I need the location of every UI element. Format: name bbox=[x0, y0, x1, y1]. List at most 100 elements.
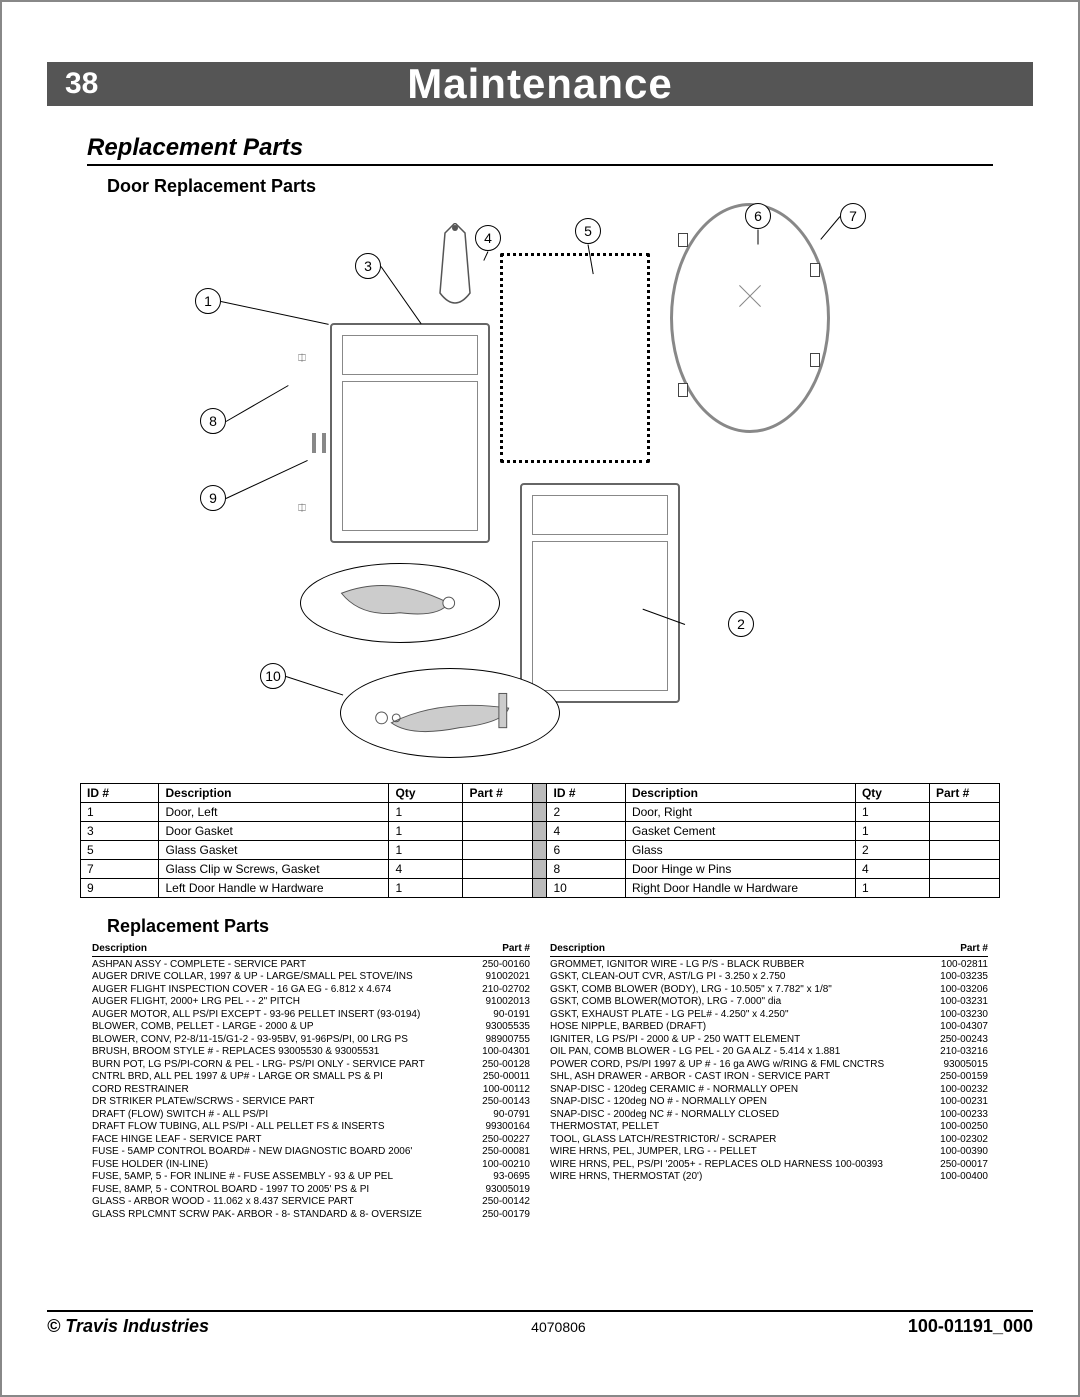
table-row: 3Door Gasket14Gasket Cement1 bbox=[81, 822, 1000, 841]
list-item: AUGER FLIGHT, 2000+ LRG PEL - - 2" PITCH… bbox=[92, 996, 530, 1009]
list-col-part: Part # bbox=[450, 943, 530, 956]
table-cell bbox=[463, 803, 533, 822]
callout-4: 4 bbox=[475, 225, 501, 251]
col-id: ID # bbox=[547, 784, 625, 803]
table-cell: 1 bbox=[389, 822, 463, 841]
list-part: 100-00112 bbox=[450, 1084, 530, 1097]
list-desc: BLOWER, CONV, P2-8/11-15/G1-2 - 93-95BV,… bbox=[92, 1034, 450, 1047]
list-item: GLASS - ARBOR WOOD - 11.062 x 8.437 SERV… bbox=[92, 1196, 530, 1209]
list-item: DRAFT (FLOW) SWITCH # - ALL PS/PI90-0791 bbox=[92, 1109, 530, 1122]
list-part: 250-00143 bbox=[450, 1096, 530, 1109]
right-handle bbox=[340, 668, 560, 758]
list-desc: CORD RESTRAINER bbox=[92, 1084, 450, 1097]
list-desc: POWER CORD, PS/PI 1997 & UP # - 16 ga AW… bbox=[550, 1059, 908, 1072]
list-item: FUSE - 5AMP CONTROL BOARD# - NEW DIAGNOS… bbox=[92, 1146, 530, 1159]
list-desc: WIRE HRNS, PEL, JUMPER, LRG - - PELLET bbox=[550, 1146, 908, 1159]
list-part: 100-00400 bbox=[908, 1171, 988, 1184]
list-item: GROMMET, IGNITOR WIRE - LG P/S - BLACK R… bbox=[550, 959, 988, 972]
table-cell: Door, Right bbox=[625, 803, 855, 822]
list-item: SNAP-DISC - 200deg NC # - NORMALLY CLOSE… bbox=[550, 1109, 988, 1122]
list-part: 100-03230 bbox=[908, 1009, 988, 1022]
list-part: 100-02811 bbox=[908, 959, 988, 972]
list-desc: FUSE, 8AMP, 5 - CONTROL BOARD - 1997 TO … bbox=[92, 1184, 450, 1197]
list-desc: AUGER FLIGHT, 2000+ LRG PEL - - 2" PITCH bbox=[92, 996, 450, 1009]
list-desc: CNTRL BRD, ALL PEL 1997 & UP# - LARGE OR… bbox=[92, 1071, 450, 1084]
list-desc: OIL PAN, COMB BLOWER - LG PEL - 20 GA AL… bbox=[550, 1046, 908, 1059]
list-part: 250-00128 bbox=[450, 1059, 530, 1072]
hinge-icon: ⎅ bbox=[298, 353, 306, 364]
subsection-door-parts: Door Replacement Parts bbox=[107, 176, 1033, 197]
list-part: 250-00179 bbox=[450, 1209, 530, 1222]
list-part: 100-00233 bbox=[908, 1109, 988, 1122]
table-cell: 1 bbox=[855, 879, 929, 898]
table-cell bbox=[930, 803, 1000, 822]
table-cell: Door Hinge w Pins bbox=[625, 860, 855, 879]
callout-2: 2 bbox=[728, 611, 754, 637]
list-item: THERMOSTAT, PELLET100-00250 bbox=[550, 1121, 988, 1134]
list-desc: WIRE HRNS, PEL, PS/PI '2005+ - REPLACES … bbox=[550, 1159, 908, 1172]
list-part: 100-00250 bbox=[908, 1121, 988, 1134]
list-part: 100-04301 bbox=[450, 1046, 530, 1059]
list-desc: TOOL, GLASS LATCH/RESTRICT0R/ - SCRAPER bbox=[550, 1134, 908, 1147]
parts-list-right: DescriptionPart # GROMMET, IGNITOR WIRE … bbox=[550, 943, 988, 1221]
list-desc: SNAP-DISC - 200deg NC # - NORMALLY CLOSE… bbox=[550, 1109, 908, 1122]
list-item: FUSE HOLDER (IN-LINE)100-00210 bbox=[92, 1159, 530, 1172]
table-cell: 1 bbox=[855, 803, 929, 822]
list-part: 100-02302 bbox=[908, 1134, 988, 1147]
list-desc: DRAFT (FLOW) SWITCH # - ALL PS/PI bbox=[92, 1109, 450, 1122]
list-part: 250-00142 bbox=[450, 1196, 530, 1209]
list-desc: HOSE NIPPLE, BARBED (DRAFT) bbox=[550, 1021, 908, 1034]
table-cell: Left Door Handle w Hardware bbox=[159, 879, 389, 898]
list-part: 90-0791 bbox=[450, 1109, 530, 1122]
table-cell: 2 bbox=[547, 803, 625, 822]
page-title: Maintenance bbox=[167, 60, 1033, 108]
list-desc: SNAP-DISC - 120deg NO # - NORMALLY OPEN bbox=[550, 1096, 908, 1109]
col-qty: Qty bbox=[389, 784, 463, 803]
list-item: BURN POT, LG PS/PI-CORN & PEL - LRG- PS/… bbox=[92, 1059, 530, 1072]
list-part: 250-00017 bbox=[908, 1159, 988, 1172]
callout-10: 10 bbox=[260, 663, 286, 689]
list-item: CORD RESTRAINER100-00112 bbox=[92, 1084, 530, 1097]
header-bar: 38 Maintenance bbox=[47, 62, 1033, 106]
list-part: 98900755 bbox=[450, 1034, 530, 1047]
table-cell: 8 bbox=[547, 860, 625, 879]
list-desc: SNAP-DISC - 120deg CERAMIC # - NORMALLY … bbox=[550, 1084, 908, 1097]
list-desc: FUSE, 5AMP, 5 - FOR INLINE # - FUSE ASSE… bbox=[92, 1171, 450, 1184]
list-part: 100-00231 bbox=[908, 1096, 988, 1109]
page-number: 38 bbox=[47, 67, 167, 101]
list-item: TOOL, GLASS LATCH/RESTRICT0R/ - SCRAPER1… bbox=[550, 1134, 988, 1147]
list-item: AUGER FLIGHT INSPECTION COVER - 16 GA EG… bbox=[92, 984, 530, 997]
door-parts-table: ID # Description Qty Part # ID # Descrip… bbox=[80, 783, 1000, 898]
list-desc: SHL, ASH DRAWER - ARBOR - CAST IRON - SE… bbox=[550, 1071, 908, 1084]
col-part: Part # bbox=[463, 784, 533, 803]
callout-8: 8 bbox=[200, 408, 226, 434]
page: 38 Maintenance Replacement Parts Door Re… bbox=[0, 0, 1080, 1397]
list-desc: FUSE - 5AMP CONTROL BOARD# - NEW DIAGNOS… bbox=[92, 1146, 450, 1159]
list-item: DRAFT FLOW TUBING, ALL PS/PI - ALL PELLE… bbox=[92, 1121, 530, 1134]
table-cell bbox=[930, 822, 1000, 841]
col-part: Part # bbox=[930, 784, 1000, 803]
table-cell: 7 bbox=[81, 860, 159, 879]
list-item: FACE HINGE LEAF - SERVICE PART250-00227 bbox=[92, 1134, 530, 1147]
exploded-diagram: ⎅ ⎅ 1 2 3 4 5 6 7 8 9 1 bbox=[130, 203, 950, 773]
table-cell: 1 bbox=[389, 841, 463, 860]
screw-icon bbox=[322, 433, 326, 453]
list-part: 91002021 bbox=[450, 971, 530, 984]
table-cell: Gasket Cement bbox=[625, 822, 855, 841]
list-part: 99300164 bbox=[450, 1121, 530, 1134]
table-cell: 2 bbox=[855, 841, 929, 860]
list-item: BLOWER, CONV, P2-8/11-15/G1-2 - 93-95BV,… bbox=[92, 1034, 530, 1047]
list-part: 100-03235 bbox=[908, 971, 988, 984]
table-row: 7Glass Clip w Screws, Gasket48Door Hinge… bbox=[81, 860, 1000, 879]
col-desc: Description bbox=[625, 784, 855, 803]
table-cell: Glass Clip w Screws, Gasket bbox=[159, 860, 389, 879]
list-part: 210-02702 bbox=[450, 984, 530, 997]
list-item: CNTRL BRD, ALL PEL 1997 & UP# - LARGE OR… bbox=[92, 1071, 530, 1084]
table-cell: 6 bbox=[547, 841, 625, 860]
list-desc: IGNITER, LG PS/PI - 2000 & UP - 250 WATT… bbox=[550, 1034, 908, 1047]
list-desc: GLASS - ARBOR WOOD - 11.062 x 8.437 SERV… bbox=[92, 1196, 450, 1209]
list-part: 250-00227 bbox=[450, 1134, 530, 1147]
list-desc: THERMOSTAT, PELLET bbox=[550, 1121, 908, 1134]
list-part: 93005015 bbox=[908, 1059, 988, 1072]
parts-list: DescriptionPart # ASHPAN ASSY - COMPLETE… bbox=[92, 943, 988, 1221]
